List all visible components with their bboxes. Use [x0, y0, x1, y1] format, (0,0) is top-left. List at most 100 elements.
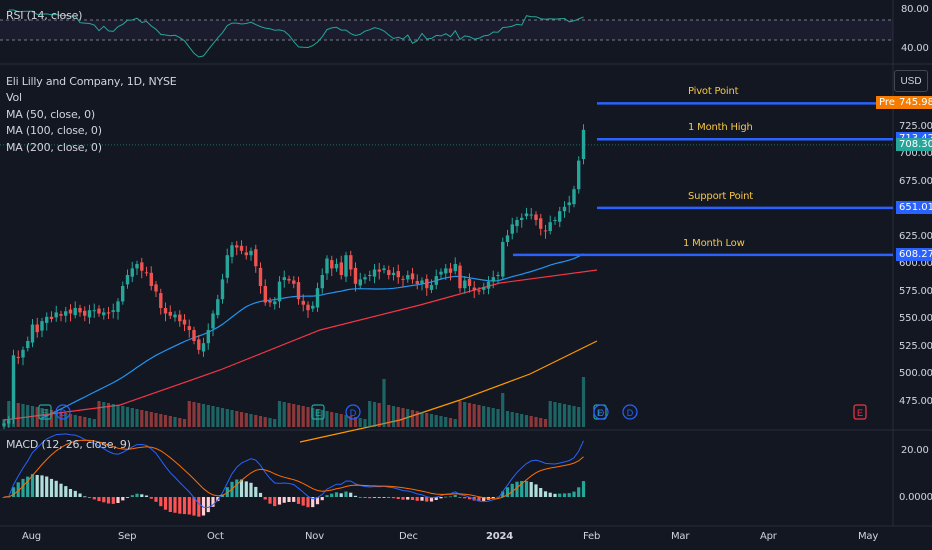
- volume-bar: [477, 405, 481, 427]
- price-badge: 651.01: [896, 201, 932, 214]
- time-axis-label: Aug: [22, 531, 41, 542]
- candle-body: [567, 202, 571, 206]
- volume-bar: [40, 408, 44, 427]
- macd-hist-bar: [363, 497, 367, 498]
- price-tick-label: 500.00: [899, 368, 932, 379]
- volume-bar: [562, 404, 567, 427]
- candle-body: [301, 300, 305, 305]
- candle-body: [396, 271, 400, 278]
- volume-bar: [277, 401, 282, 427]
- macd-hist-bar: [26, 476, 30, 497]
- level-annotation[interactable]: Support Point: [688, 191, 753, 202]
- volume-bar: [121, 406, 125, 427]
- macd-hist-bar: [273, 497, 277, 507]
- macd-hist-bar: [344, 491, 348, 497]
- candle-body: [382, 268, 386, 271]
- candle-body: [420, 280, 424, 284]
- time-axis-label: Oct: [207, 531, 224, 542]
- macd-hist-bar: [249, 482, 253, 497]
- macd-hist-bar: [510, 483, 514, 497]
- volume-bar: [572, 406, 576, 427]
- candle-body: [154, 284, 158, 292]
- volume-bar: [439, 416, 443, 427]
- macd-hist-bar: [334, 492, 339, 497]
- volume-bar: [358, 418, 362, 427]
- macd-hist-bar: [201, 497, 206, 516]
- macd-hist-bar: [125, 497, 130, 498]
- earnings-marker: [311, 404, 325, 420]
- macd-hist-bar: [144, 495, 149, 497]
- candle-body: [577, 160, 581, 190]
- candle-body: [387, 270, 391, 275]
- macd-hist-bar: [159, 497, 163, 507]
- volume-bar: [287, 403, 291, 427]
- candle-body: [558, 211, 562, 222]
- candle-body: [572, 189, 576, 205]
- macd-label[interactable]: MACD (12, 26, close, 9): [6, 438, 131, 451]
- rsi-tick: 40.00: [901, 43, 929, 54]
- volume-bar: [292, 404, 296, 427]
- macd-hist-bar: [40, 475, 44, 497]
- macd-hist-bar: [458, 497, 462, 498]
- time-axis-label: Sep: [118, 531, 137, 542]
- macd-hist-bar: [448, 496, 453, 498]
- candle-body: [330, 260, 334, 269]
- volume-bar: [363, 419, 367, 427]
- volume-bar: [349, 416, 353, 427]
- candle-body: [334, 264, 339, 269]
- candle-body: [26, 341, 30, 349]
- candle-body: [453, 264, 457, 272]
- candle-body: [505, 235, 510, 242]
- volume-bar: [140, 410, 144, 427]
- candle-body: [463, 280, 467, 289]
- candle-body: [486, 281, 491, 289]
- macd-hist-bar: [501, 491, 505, 497]
- price-tick-label: 700.00: [899, 148, 932, 159]
- macd-hist-bar: [553, 493, 557, 497]
- candle-body: [173, 314, 177, 318]
- macd-hist-bar: [292, 497, 296, 502]
- ma200-line: [299, 340, 598, 443]
- candle-body: [73, 308, 77, 316]
- volume-bar: [515, 413, 519, 427]
- candle-body: [97, 308, 101, 314]
- candle-body: [292, 280, 296, 284]
- macd-hist-bar: [254, 486, 258, 497]
- currency-button[interactable]: USD: [894, 70, 928, 92]
- level-annotation[interactable]: 1 Month Low: [683, 238, 745, 249]
- macd-hist-bar: [339, 493, 343, 497]
- volume-bar: [539, 418, 543, 427]
- symbol-title[interactable]: Eli Lilly and Company, 1D, NYSE: [6, 75, 177, 88]
- candle-body: [349, 255, 353, 270]
- dividend-marker-label: D: [60, 408, 67, 418]
- volume-bar: [486, 407, 491, 427]
- price-tick-label: 600.00: [899, 258, 932, 269]
- macd-hist-bar: [372, 497, 377, 498]
- dividend-marker-label: D: [350, 408, 357, 418]
- macd-hist-bar: [97, 497, 101, 502]
- candle-body: [78, 308, 82, 313]
- candle-body: [368, 275, 372, 276]
- candle-body: [306, 304, 310, 311]
- ma50-label[interactable]: MA (50, close, 0): [6, 108, 96, 121]
- volume-bar: [144, 411, 149, 427]
- candle-body: [543, 230, 548, 232]
- macd-hist-bar: [59, 483, 63, 497]
- ma200-label[interactable]: MA (200, close, 0): [6, 141, 102, 154]
- level-annotation[interactable]: Pivot Point: [688, 86, 739, 97]
- volume-bar: [420, 412, 424, 427]
- price-tick-label: 525.00: [899, 341, 932, 352]
- rsi-tick: 80.00: [901, 4, 929, 15]
- volume-bar: [35, 407, 39, 427]
- level-annotation[interactable]: 1 Month High: [688, 122, 753, 133]
- volume-bar: [387, 405, 391, 427]
- volume-label[interactable]: Vol: [6, 91, 22, 104]
- macd-hist-bar: [306, 497, 310, 508]
- earnings-marker: [853, 404, 867, 420]
- ma100-label[interactable]: MA (100, close, 0): [6, 124, 102, 137]
- candle-body: [187, 326, 191, 330]
- candle-body: [40, 321, 44, 331]
- macd-hist-bar: [258, 492, 263, 497]
- volume-bar: [377, 403, 381, 427]
